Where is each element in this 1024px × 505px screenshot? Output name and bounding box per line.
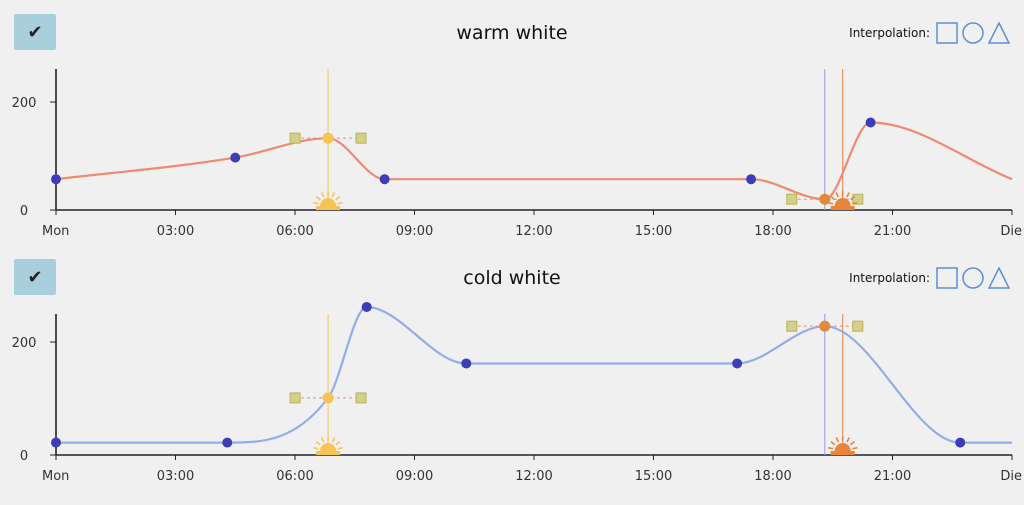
triangle-icon[interactable] (988, 22, 1010, 44)
x-tick-label: 06:00 (276, 469, 313, 484)
y-tick-label: 200 (12, 96, 37, 111)
y-tick-label: 0 (20, 449, 28, 464)
chart-title-warm-white: warm white (456, 22, 568, 44)
data-point[interactable] (746, 174, 757, 185)
cold-white-enable-toggle[interactable]: ✔ (14, 259, 56, 295)
y-tick-label: 200 (12, 336, 37, 351)
series-line (55, 121, 1013, 201)
data-point[interactable] (461, 358, 472, 369)
warm-white-chart[interactable]: 0 200 Mon 03:00 06:00 09:00 12:00 15:00 18:00 21:… (0, 0, 1024, 245)
sunset-icon (827, 191, 858, 210)
x-tick-label: Die (1000, 469, 1022, 484)
data-point[interactable] (379, 174, 390, 185)
sunrise-icon (313, 191, 343, 210)
x-tick-label: 15:00 (635, 469, 672, 484)
sunrise-icon (313, 436, 343, 455)
x-tick-label: 09:00 (396, 224, 433, 239)
data-point[interactable] (222, 437, 233, 448)
data-point[interactable] (322, 132, 334, 144)
x-tick-label: 15:00 (635, 224, 672, 239)
y-tick-label: 0 (20, 204, 28, 219)
data-point[interactable] (361, 301, 372, 312)
warm-white-enable-toggle[interactable]: ✔ (14, 14, 56, 50)
data-point[interactable] (865, 117, 876, 128)
x-tick-label: Die (1000, 224, 1022, 239)
circle-icon[interactable] (962, 22, 984, 44)
x-tick-label: Mon (42, 469, 69, 484)
data-point[interactable] (732, 358, 743, 369)
data-point[interactable] (955, 437, 966, 448)
control-handle[interactable] (786, 193, 798, 205)
data-point[interactable] (51, 174, 61, 185)
x-tick-label: Mon (42, 224, 69, 239)
x-tick-label: 21:00 (874, 469, 911, 484)
data-point[interactable] (819, 193, 831, 205)
control-handle[interactable] (852, 320, 864, 332)
interpolation-label: Interpolation: (849, 271, 930, 285)
data-point[interactable] (322, 392, 334, 404)
control-handle[interactable] (355, 392, 367, 404)
x-tick-label: 03:00 (157, 224, 194, 239)
warm-white-panel: ✔ warm white Interpolation: 0 200 Mon 03:00… (0, 0, 1024, 245)
check-icon: ✔ (27, 21, 43, 43)
sunset-icon (827, 436, 858, 455)
interpolation-label: Interpolation: (849, 26, 930, 40)
data-point[interactable] (51, 437, 61, 448)
x-tick-label: 09:00 (396, 469, 433, 484)
x-tick-label: 18:00 (754, 224, 791, 239)
cold-white-chart[interactable]: 0 200 Mon 03:00 06:00 09:00 12:00 15:00 18:00 21:… (0, 245, 1024, 505)
triangle-icon[interactable] (988, 267, 1010, 289)
control-handle[interactable] (852, 193, 864, 205)
x-tick-label: 12:00 (515, 469, 552, 484)
control-handle[interactable] (289, 132, 301, 144)
x-tick-label: 06:00 (276, 224, 313, 239)
interpolation-control: Interpolation: (849, 267, 1010, 289)
check-icon: ✔ (27, 266, 43, 288)
data-point[interactable] (230, 152, 241, 163)
x-tick-label: 21:00 (874, 224, 911, 239)
control-handle[interactable] (355, 132, 367, 144)
square-icon[interactable] (936, 267, 958, 289)
series-line (56, 305, 1012, 444)
circle-icon[interactable] (962, 267, 984, 289)
control-handle[interactable] (289, 392, 301, 404)
cold-white-panel: ✔ cold white Interpolation: 0 200 Mon 03:00… (0, 245, 1024, 505)
interpolation-control: Interpolation: (849, 22, 1010, 44)
control-handle[interactable] (786, 320, 798, 332)
data-point[interactable] (819, 320, 831, 332)
x-tick-label: 03:00 (157, 469, 194, 484)
x-tick-label: 12:00 (515, 224, 552, 239)
chart-title-cold-white: cold white (463, 267, 561, 289)
square-icon[interactable] (936, 22, 958, 44)
x-tick-label: 18:00 (754, 469, 791, 484)
